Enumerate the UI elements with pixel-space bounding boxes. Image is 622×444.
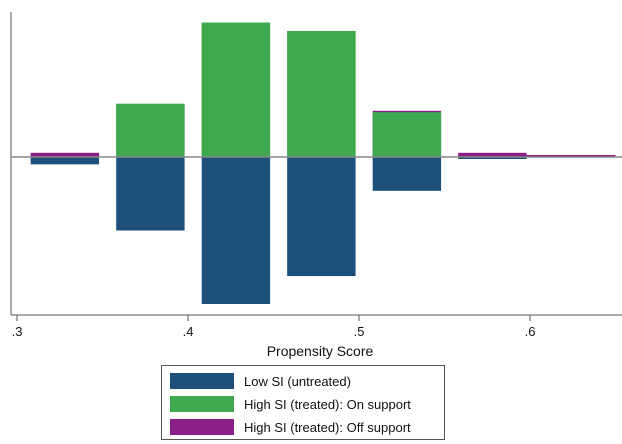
bar-on-support-overlay-2 [201,22,271,157]
bars-group [30,22,616,304]
legend: Low SI (untreated) High SI (treated): On… [161,365,445,440]
bar-low-si-untreated-2 [201,157,271,304]
legend-item-off-support: High SI (treated): Off support [170,417,411,437]
bar-low-si-untreated-3 [287,157,356,277]
x-axis-title: Propensity Score [267,343,374,359]
x-tick-label-3: .6 [525,324,536,339]
bar-high-si-treated-off-support-3 [526,155,616,157]
x-ticks-group: .3 .4 .5 .6 [12,315,536,339]
bar-low-si-untreated-0 [30,157,100,165]
bar-on-support-overlay-1 [116,103,185,157]
x-tick-label-1: .4 [183,324,194,339]
bar-on-support-overlay-3 [287,31,356,157]
bar-low-si-untreated-4 [372,157,442,191]
bar-high-si-treated-off-support-2 [458,152,527,157]
legend-swatch-off-support [170,419,234,435]
bar-low-si-untreated-1 [116,157,185,231]
bar-low-si-untreated-5 [458,157,527,159]
bar-on-support-overlay-4 [372,112,442,157]
legend-item-low-si: Low SI (untreated) [170,371,351,391]
legend-label-low-si: Low SI (untreated) [244,373,351,389]
legend-label-on-support: High SI (treated): On support [244,396,411,412]
x-tick-label-2: .5 [354,324,365,339]
legend-swatch-low-si [170,373,234,389]
legend-item-on-support: High SI (treated): On support [170,394,411,414]
legend-label-off-support: High SI (treated): Off support [244,419,411,435]
x-tick-label-0: .3 [12,324,23,339]
legend-swatch-on-support [170,396,234,412]
bar-high-si-treated-off-support-0 [30,152,100,157]
